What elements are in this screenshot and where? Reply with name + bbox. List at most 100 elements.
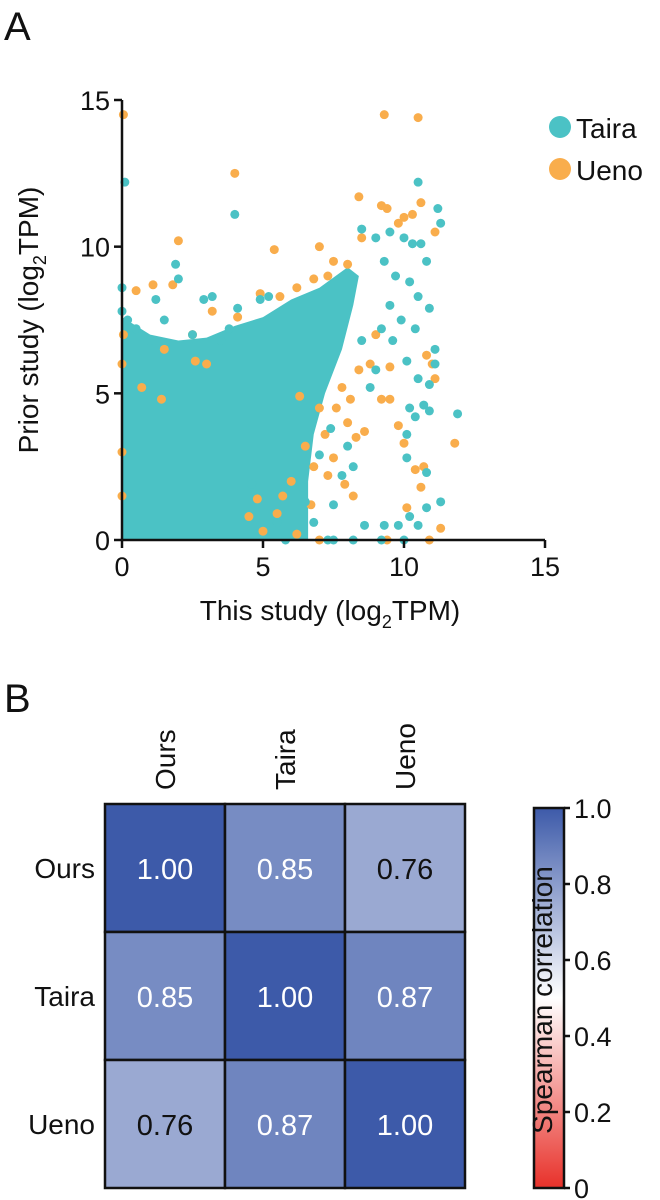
ueno-point (278, 491, 288, 501)
taira-point (405, 512, 415, 522)
taira-point (436, 218, 446, 228)
ueno-point (357, 233, 367, 243)
taira-point (430, 359, 440, 369)
y-tick-label: 15 (80, 86, 110, 116)
ueno-point (252, 494, 262, 504)
taira-point (407, 239, 417, 249)
legend-label-taira: Taira (576, 113, 637, 144)
ueno-point (269, 245, 279, 255)
taira-point (216, 336, 226, 346)
heatmap-cell-value: 1.00 (137, 854, 193, 886)
colorbar-tick-label: 0.8 (574, 870, 612, 900)
ueno-point (354, 192, 364, 202)
ueno-point (360, 426, 370, 436)
taira-point (337, 470, 347, 480)
taira-point (388, 336, 398, 346)
ueno-point (323, 271, 333, 281)
taira-point (207, 292, 217, 302)
colorbar-gradient (532, 806, 566, 1190)
heatmap-cell-value: 0.76 (377, 854, 433, 886)
ueno-point (393, 421, 403, 431)
ueno-point (345, 394, 355, 404)
ueno-point (348, 491, 358, 501)
ueno-point (323, 470, 333, 480)
ueno-point (329, 256, 338, 266)
taira-point (365, 382, 375, 392)
taira-point (424, 406, 434, 416)
ueno-point (320, 429, 330, 439)
taira-point (413, 374, 423, 384)
ueno-point (309, 462, 319, 472)
heatmap-cell (223, 802, 347, 934)
ueno-point (436, 523, 446, 533)
x-tick-label: 15 (530, 552, 560, 582)
taira-point (422, 256, 432, 266)
y-tick-label: 5 (95, 379, 110, 409)
taira-point (402, 453, 412, 463)
colorbar-tick-label: 0.6 (574, 946, 612, 976)
taira-point (309, 517, 319, 527)
taira-point (391, 271, 401, 281)
row-label: Ueno (28, 1109, 95, 1140)
taira-point (348, 462, 358, 472)
ueno-point (430, 227, 440, 237)
row-label: Taira (34, 981, 95, 1012)
ueno-point (382, 204, 392, 214)
taira-point (402, 429, 412, 439)
legend-marker-taira (549, 116, 571, 138)
taira-point (300, 497, 310, 507)
ueno-point (244, 512, 254, 522)
ueno-point (230, 168, 240, 178)
scatter-plot: 0 5 10 15 0 5 10 15 (80, 86, 560, 582)
heatmap-cell (343, 930, 467, 1062)
ueno-point (314, 242, 324, 252)
x-tick-label: 0 (114, 552, 129, 582)
ueno-point (168, 280, 178, 290)
taira-point (405, 277, 415, 287)
taira-point (453, 409, 463, 419)
heatmap-cell (343, 1058, 467, 1190)
ueno-point (292, 529, 302, 539)
taira-point (422, 468, 432, 478)
heatmap-cell-value: 1.00 (377, 1110, 433, 1142)
ueno-point (314, 403, 324, 413)
ueno-point (393, 218, 403, 228)
taira-point (402, 356, 412, 366)
ueno-point (331, 403, 341, 413)
taira-point (255, 294, 265, 304)
taira-point (131, 324, 141, 334)
taira-point (360, 520, 370, 530)
ueno-point (131, 286, 141, 296)
ueno-point (286, 476, 296, 486)
column-label: Ours (150, 729, 181, 790)
heatmap-cell-value: 0.85 (257, 854, 313, 886)
ueno-point (156, 394, 166, 404)
taira-point (343, 441, 353, 451)
taira-point (357, 224, 367, 234)
taira-point (396, 315, 406, 325)
taira-point (379, 520, 389, 530)
taira-point (247, 479, 257, 489)
taira-point (123, 315, 133, 325)
colorbar-tick-label: 1.0 (574, 794, 612, 824)
taira-point (233, 303, 243, 313)
taira-point (413, 520, 423, 530)
ueno-point (340, 479, 350, 489)
heatmap-cell-value: 0.76 (137, 1110, 193, 1142)
x-tick-label: 5 (255, 552, 270, 582)
ueno-point (376, 394, 386, 404)
heatmap-cell-value: 0.87 (377, 982, 433, 1014)
ueno-point (343, 259, 353, 269)
taira-point (188, 330, 197, 340)
colorbar-tick-label: 0 (574, 1174, 589, 1200)
ueno-point (202, 359, 212, 369)
taira-point (413, 177, 423, 187)
ueno-point (275, 292, 285, 302)
ueno-point (407, 209, 417, 219)
taira-point (393, 520, 403, 530)
heatmap-cell-value: 1.00 (257, 982, 313, 1014)
y-axis-label: Prior study (log2TPM) (13, 187, 50, 454)
ueno-point (402, 503, 412, 513)
ueno-point (385, 362, 395, 372)
